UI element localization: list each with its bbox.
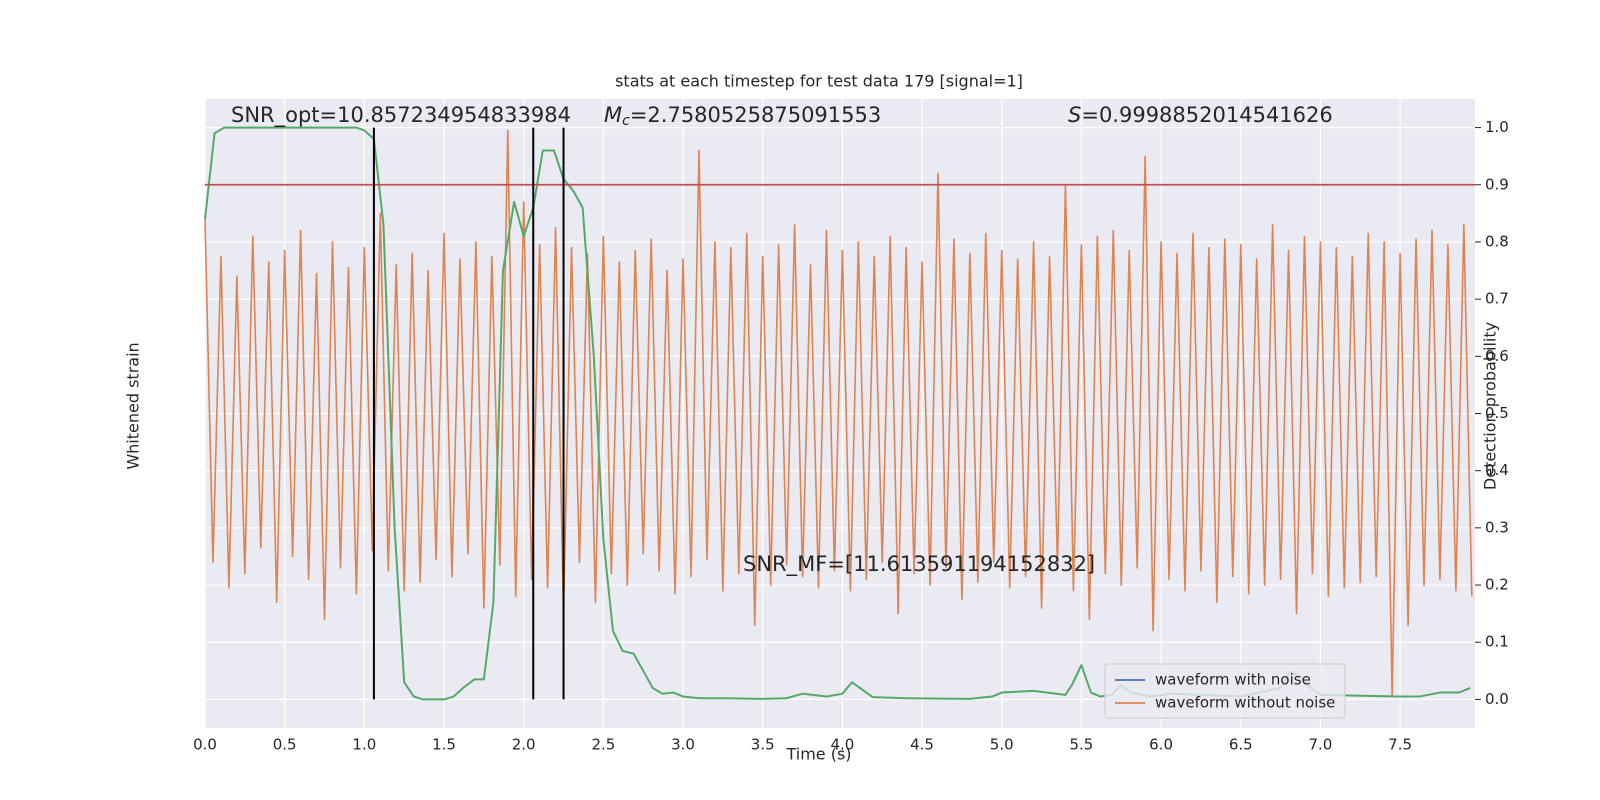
annotation-symbol: S xyxy=(1068,103,1081,127)
y2-tick-label: 0.4 xyxy=(1485,461,1509,479)
annotation-text: =0.9998852014541626 xyxy=(1081,103,1332,127)
legend-label: waveform with noise xyxy=(1155,671,1311,689)
x-tick-label: 7.0 xyxy=(1309,736,1333,754)
x-tick-label: 0.0 xyxy=(193,736,217,754)
series-line xyxy=(204,129,1473,698)
y2-axis-label: Detection probability xyxy=(1481,322,1500,490)
annotation-subscript: c xyxy=(622,113,630,129)
x-tick-label: 3.0 xyxy=(671,736,695,754)
y-axis-label: Whitened strain xyxy=(124,342,143,469)
y2-tick-label: 0.7 xyxy=(1485,290,1509,308)
x-tick-label: 7.5 xyxy=(1388,736,1412,754)
y2-tick-label: 0.1 xyxy=(1485,633,1509,651)
annotation-text: SNR_opt=10.857234954833984 xyxy=(231,103,571,128)
legend-label: waveform without noise xyxy=(1155,694,1335,712)
y2-tick-label: 0.8 xyxy=(1485,232,1509,250)
x-tick-label: 4.0 xyxy=(830,736,854,754)
x-tick-label: 1.5 xyxy=(432,736,456,754)
y2-tick-label: 0.6 xyxy=(1485,347,1509,365)
x-tick-label: 1.0 xyxy=(352,736,376,754)
x-tick-label: 0.5 xyxy=(273,736,297,754)
annotation: SNR_MF=[11.613591194152832] xyxy=(743,552,1095,577)
x-tick-label: 3.5 xyxy=(751,736,775,754)
y2-tick-label: 0.9 xyxy=(1485,175,1509,193)
y2-tick-label: 0.0 xyxy=(1485,690,1509,708)
x-tick-label: 5.5 xyxy=(1069,736,1093,754)
annotation-symbol: M xyxy=(604,103,622,127)
y2-tick-label: 0.2 xyxy=(1485,576,1509,594)
x-tick-label: 6.0 xyxy=(1149,736,1173,754)
x-tick-label: 5.0 xyxy=(990,736,1014,754)
chart-title: stats at each timestep for test data 179… xyxy=(615,72,1023,91)
annotation-text: =2.7580525875091553 xyxy=(630,103,881,127)
annotation: S=0.9998852014541626 xyxy=(1068,103,1333,127)
x-axis-label: Time (s) xyxy=(785,745,851,764)
y2-tick-label: 0.5 xyxy=(1485,404,1509,422)
x-tick-label: 6.5 xyxy=(1229,736,1253,754)
annotation-text: SNR_MF=[11.613591194152832] xyxy=(743,552,1095,577)
annotation: SNR_opt=10.857234954833984 xyxy=(231,103,571,128)
legend-box xyxy=(1104,663,1346,719)
x-tick-label: 4.5 xyxy=(910,736,934,754)
y2-tick-label: 1.0 xyxy=(1485,118,1509,136)
annotation: Mc=2.7580525875091553 xyxy=(604,103,881,129)
x-tick-label: 2.0 xyxy=(512,736,536,754)
x-tick-label: 2.5 xyxy=(591,736,615,754)
y2-tick-label: 0.3 xyxy=(1485,518,1509,536)
